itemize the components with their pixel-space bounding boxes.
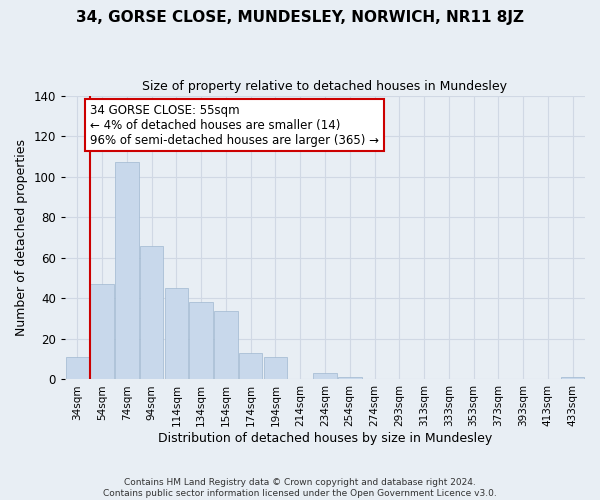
Title: Size of property relative to detached houses in Mundesley: Size of property relative to detached ho… xyxy=(142,80,508,93)
Bar xyxy=(338,378,362,380)
Bar xyxy=(313,374,337,380)
Bar xyxy=(91,284,114,380)
Bar xyxy=(214,310,238,380)
Bar xyxy=(239,353,262,380)
Text: 34 GORSE CLOSE: 55sqm
← 4% of detached houses are smaller (14)
96% of semi-detac: 34 GORSE CLOSE: 55sqm ← 4% of detached h… xyxy=(90,104,379,146)
Bar xyxy=(140,246,163,380)
X-axis label: Distribution of detached houses by size in Mundesley: Distribution of detached houses by size … xyxy=(158,432,492,445)
Y-axis label: Number of detached properties: Number of detached properties xyxy=(15,139,28,336)
Bar xyxy=(65,357,89,380)
Text: Contains HM Land Registry data © Crown copyright and database right 2024.
Contai: Contains HM Land Registry data © Crown c… xyxy=(103,478,497,498)
Bar xyxy=(115,162,139,380)
Bar xyxy=(561,378,584,380)
Bar xyxy=(263,357,287,380)
Bar xyxy=(190,302,213,380)
Text: 34, GORSE CLOSE, MUNDESLEY, NORWICH, NR11 8JZ: 34, GORSE CLOSE, MUNDESLEY, NORWICH, NR1… xyxy=(76,10,524,25)
Bar xyxy=(164,288,188,380)
